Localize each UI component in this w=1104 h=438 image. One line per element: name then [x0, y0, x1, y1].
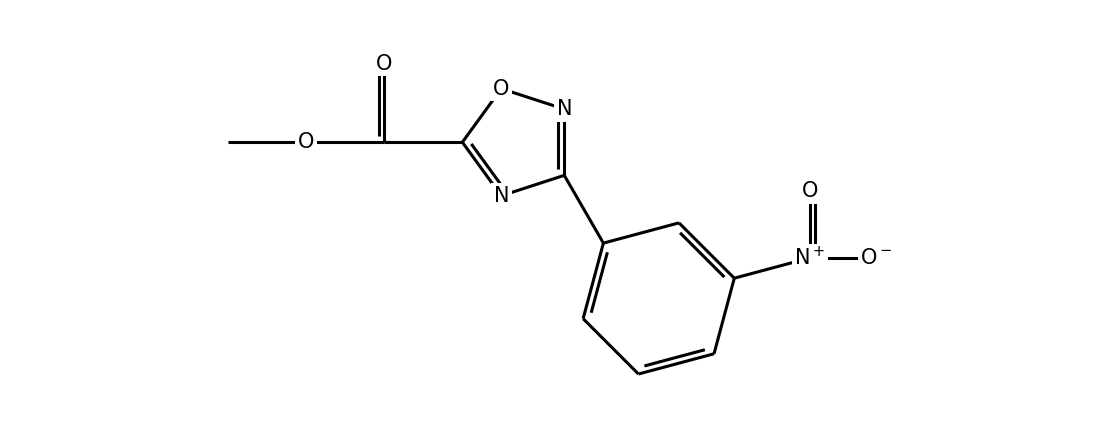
Text: O: O — [493, 79, 509, 99]
Text: O: O — [376, 54, 392, 74]
Text: O: O — [802, 181, 818, 201]
Text: N$^+$: N$^+$ — [794, 246, 826, 269]
Text: O$^-$: O$^-$ — [860, 248, 892, 268]
Text: N: N — [493, 186, 509, 206]
Text: O: O — [298, 132, 314, 152]
Text: N: N — [556, 99, 572, 119]
